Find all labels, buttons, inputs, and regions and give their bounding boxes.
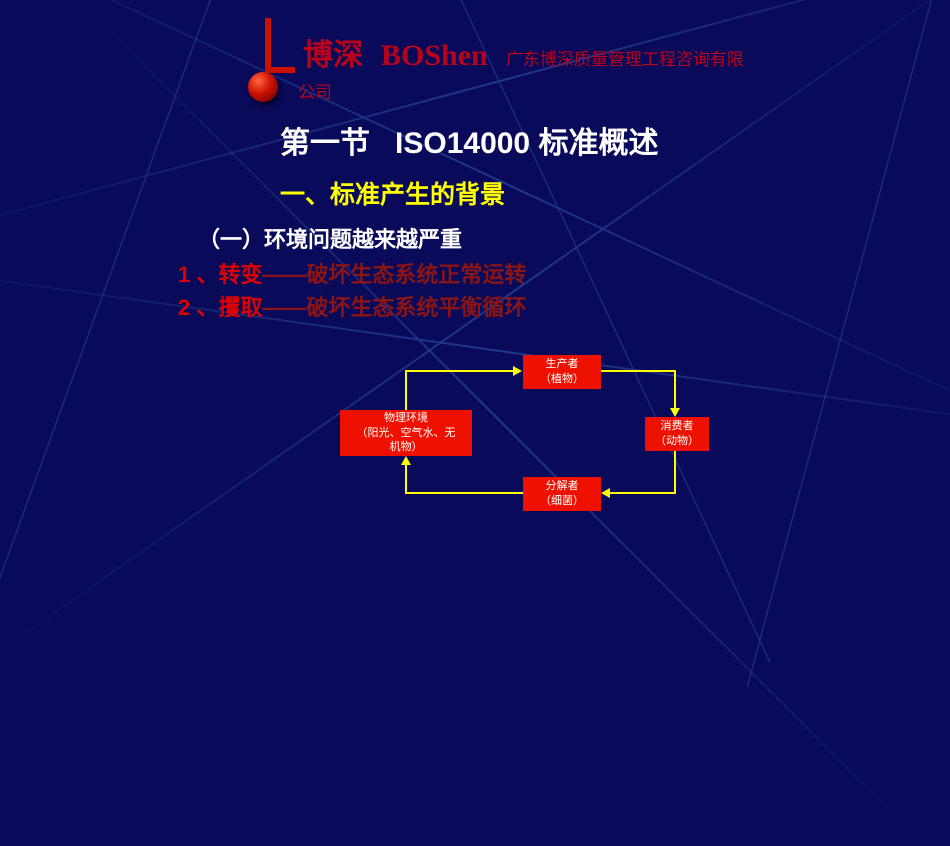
node-decomposer-l1: 分解者: [546, 479, 579, 494]
node-env-l2: （阳光、空气水、无: [357, 426, 456, 441]
bullet-2-text: 破坏生态系统平衡循环: [306, 295, 526, 320]
bullet-2-dash: ——: [262, 295, 306, 320]
ecosystem-diagram: 生产者 （植物） 消费者 （动物） 分解者 （细菌） 物理环境 （阳光、空气水、…: [305, 355, 735, 525]
arrow-prod-cons-seg2: [674, 370, 676, 410]
title-section: 第一节: [280, 127, 370, 160]
sphere-icon: [248, 72, 278, 102]
node-env-l1: 物理环境: [384, 411, 428, 426]
node-producer-l2: （植物）: [540, 372, 584, 387]
node-env: 物理环境 （阳光、空气水、无 机物）: [340, 410, 472, 456]
bullet-1: 1 、转变——破坏生态系统正常运转: [178, 257, 526, 289]
arrow-prod-cons-seg1: [601, 370, 676, 372]
bullet-1-dash: ——: [262, 262, 306, 287]
arrow-dec-env-head: [401, 456, 411, 465]
node-consumer-l2: （动物）: [655, 434, 699, 449]
bullet-1-text: 破坏生态系统正常运转: [306, 262, 526, 287]
subtitle-2: （一）环境问题越来越严重: [198, 222, 462, 254]
bullet-1-num: 1 、: [178, 262, 218, 287]
brand-company-1: 广东博深质量管理工程咨询有限: [506, 45, 744, 70]
node-consumer-l1: 消费者: [661, 419, 694, 434]
brand-cn: 博深: [303, 30, 363, 74]
arrow-cons-dec-seg2: [609, 492, 676, 494]
slide: 博深 BOShen 广东博深质量管理工程咨询有限 公司 第一节 ISO14000…: [0, 0, 950, 535]
arrow-env-producer-seg2: [405, 370, 515, 372]
bullet-2-num: 2 、: [178, 295, 218, 320]
arrow-dec-env-seg1: [480, 492, 523, 494]
arrow-env-producer-head: [513, 366, 522, 376]
node-producer: 生产者 （植物）: [523, 355, 601, 389]
bullet-1-key: 转变: [218, 262, 262, 287]
arrow-dec-env-seg1b: [405, 492, 482, 494]
arrow-cons-dec-seg1: [674, 451, 676, 494]
bullet-2: 2 、攫取——破坏生态系统平衡循环: [178, 290, 526, 322]
title-tail: 标准概述: [538, 127, 658, 160]
node-consumer: 消费者 （动物）: [645, 417, 709, 451]
node-decomposer-l2: （细菌）: [540, 494, 584, 509]
bullet-2-key: 攫取: [218, 295, 262, 320]
node-producer-l1: 生产者: [546, 357, 579, 372]
arrow-prod-cons-head: [670, 408, 680, 417]
node-decomposer: 分解者 （细菌）: [523, 477, 601, 511]
title-code: ISO14000: [395, 127, 530, 160]
arrow-dec-env-seg2: [405, 464, 407, 494]
brand-company-2: 公司: [298, 78, 332, 103]
page-title: 第一节 ISO14000 标准概述: [280, 118, 658, 162]
node-env-l3: 机物）: [390, 440, 423, 455]
arrow-cons-dec-head: [601, 488, 610, 498]
subtitle-1: 一、标准产生的背景: [280, 175, 505, 211]
arrow-env-producer-seg1: [405, 370, 407, 410]
brand-en: BOShen: [381, 39, 488, 73]
header: 博深 BOShen 广东博深质量管理工程咨询有限: [265, 30, 744, 74]
